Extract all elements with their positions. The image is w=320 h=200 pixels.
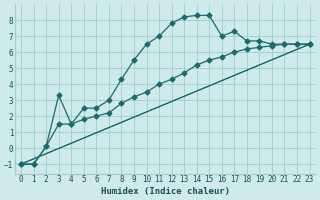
X-axis label: Humidex (Indice chaleur): Humidex (Indice chaleur) <box>101 187 230 196</box>
